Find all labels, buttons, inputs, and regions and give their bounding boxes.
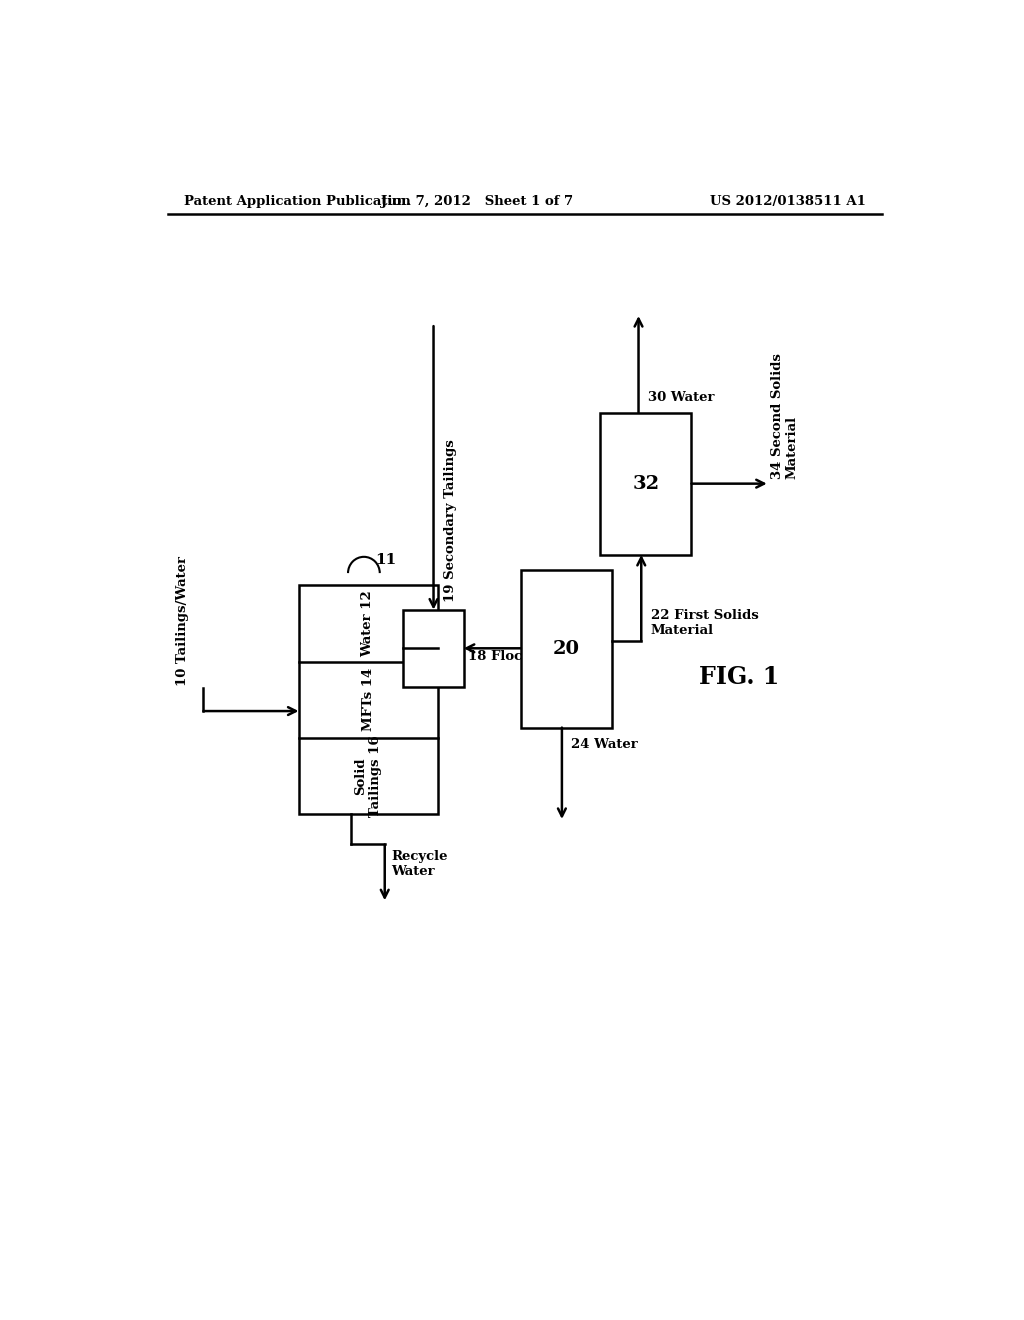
- Bar: [403, 610, 464, 686]
- Text: Recycle
Water: Recycle Water: [391, 850, 447, 878]
- Text: Water 12: Water 12: [361, 590, 375, 657]
- Text: MFTs 14: MFTs 14: [361, 668, 375, 731]
- Text: Jun. 7, 2012   Sheet 1 of 7: Jun. 7, 2012 Sheet 1 of 7: [381, 194, 573, 207]
- Text: 11: 11: [375, 553, 396, 568]
- Text: US 2012/0138511 A1: US 2012/0138511 A1: [711, 194, 866, 207]
- Text: 10 Tailings/Water: 10 Tailings/Water: [176, 556, 188, 686]
- Text: 30 Water: 30 Water: [648, 391, 715, 404]
- Text: 20: 20: [553, 640, 580, 657]
- Text: 22 First Solids
Material: 22 First Solids Material: [651, 609, 759, 636]
- Bar: [600, 412, 691, 554]
- Text: 18 Floc: 18 Floc: [468, 651, 522, 664]
- Text: 24 Water: 24 Water: [571, 738, 638, 751]
- Text: 32: 32: [632, 475, 659, 492]
- Text: Patent Application Publication: Patent Application Publication: [183, 194, 411, 207]
- Text: 19 Secondary Tailings: 19 Secondary Tailings: [443, 438, 457, 602]
- Bar: [521, 570, 612, 727]
- Text: FIG. 1: FIG. 1: [699, 665, 779, 689]
- Text: Solid
Tailings 16: Solid Tailings 16: [354, 735, 382, 817]
- Bar: [299, 585, 437, 814]
- Text: 34 Second Solids
Material: 34 Second Solids Material: [771, 352, 799, 479]
